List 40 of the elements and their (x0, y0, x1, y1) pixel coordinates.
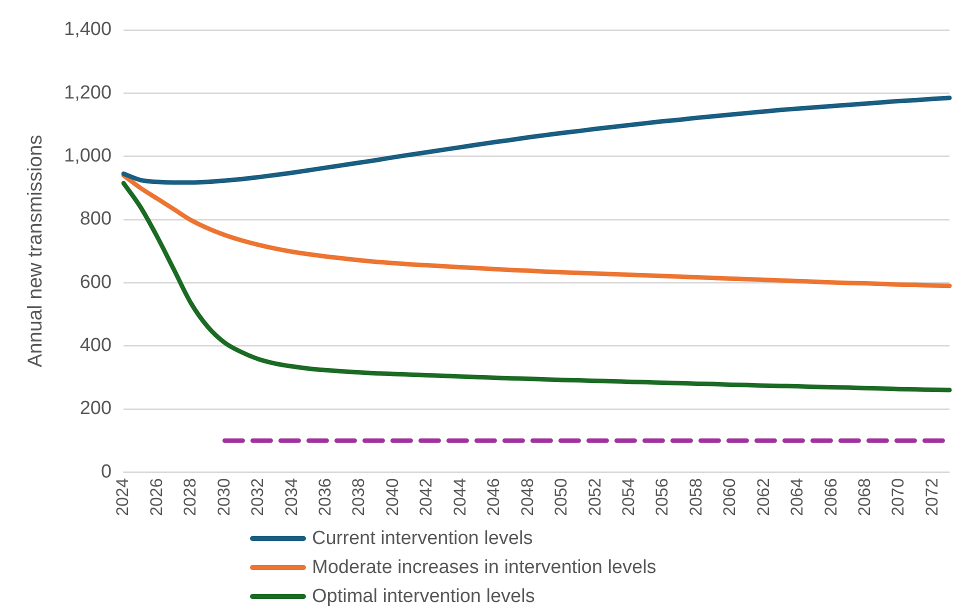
y-tick-label: 1,400 (64, 19, 112, 40)
y-tick-label: 800 (80, 208, 112, 230)
x-tick-label: 2072 (922, 478, 942, 516)
legend-label: Current intervention levels (312, 528, 533, 550)
x-tick-label: 2036 (316, 478, 335, 516)
x-tick-label: 2062 (754, 478, 773, 516)
x-tick-label: 2046 (484, 478, 504, 516)
x-tick-label: 2028 (180, 478, 200, 516)
x-tick-label: 2060 (720, 478, 740, 516)
x-tick-label: 2032 (248, 478, 268, 516)
x-tick-label: 2054 (618, 478, 638, 516)
x-tick-label: 2044 (450, 478, 470, 516)
legend-label: Optimal intervention levels (312, 586, 535, 608)
line-series (121, 173, 952, 288)
x-tick-label: 2030 (214, 478, 234, 516)
y-tick-label: 1,000 (64, 146, 112, 167)
y-tick-label: 1,200 (64, 82, 112, 104)
line-series (121, 180, 952, 392)
x-tick-label: 2052 (585, 478, 604, 516)
x-tick-label: 2048 (518, 478, 537, 516)
line-series (121, 96, 952, 185)
y-tick-label: 600 (80, 272, 112, 293)
x-tick-label: 2064 (788, 478, 807, 516)
y-tick-label: 200 (80, 398, 112, 420)
x-tick-label: 2024 (113, 478, 132, 516)
x-tick-label: 2038 (349, 478, 368, 516)
x-tick-label: 2040 (382, 478, 402, 516)
x-tick-label: 2066 (821, 478, 840, 516)
y-axis-title: Annual new transmissions (24, 134, 47, 368)
x-tick-label: 2026 (146, 478, 166, 516)
x-tick-label: 2068 (854, 478, 874, 516)
x-tick-label: 2056 (652, 478, 672, 516)
x-tick-label: 2042 (416, 478, 436, 516)
x-tick-label: 2050 (552, 478, 571, 516)
x-tick-label: 2070 (888, 478, 908, 516)
x-tick-label: 2034 (282, 478, 301, 516)
y-tick-label: 0 (100, 461, 112, 482)
y-tick-label: 400 (80, 335, 112, 356)
x-tick-label: 2058 (686, 478, 706, 516)
legend-label: Moderate increases in intervention levels (312, 556, 656, 578)
